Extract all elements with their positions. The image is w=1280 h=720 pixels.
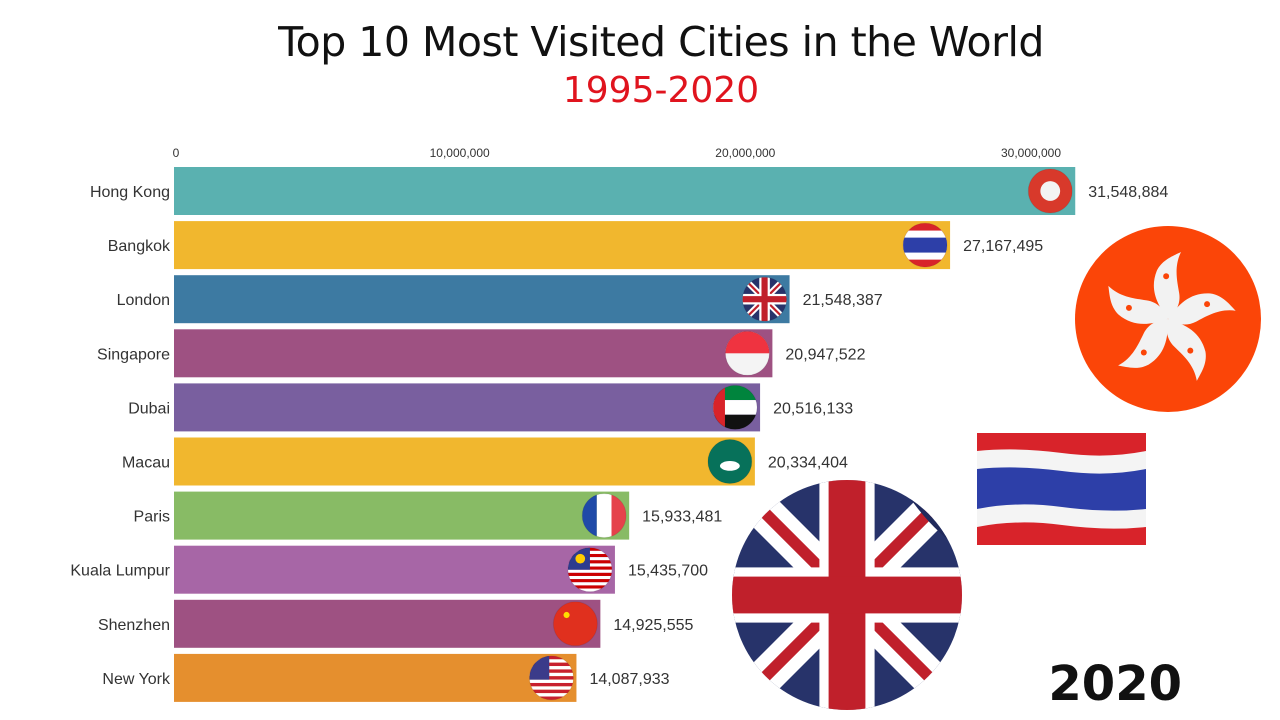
china-flag-icon <box>552 601 598 647</box>
category-label: Kuala Lumpur <box>70 563 170 580</box>
x-tick-label: 0 <box>173 146 180 160</box>
hong-kong-flag-icon <box>1027 168 1073 214</box>
value-label: 31,548,884 <box>1088 184 1168 201</box>
bar-row: Bangkok 27,167,495 <box>108 221 1043 270</box>
bar <box>174 545 615 594</box>
value-label: 20,334,404 <box>768 455 848 472</box>
uae-flag-icon <box>712 384 758 430</box>
hong-kong-flag-icon <box>1075 226 1261 412</box>
bar <box>174 653 577 702</box>
x-tick-label: 30,000,000 <box>1001 146 1061 160</box>
bar <box>174 383 761 432</box>
uk-flag-sticker-icon <box>732 480 962 710</box>
chart-subtitle: 1995-2020 <box>562 70 760 111</box>
bar <box>174 167 1076 215</box>
bar-row: Shenzhen 14,925,555 <box>98 599 694 648</box>
bar <box>174 599 601 648</box>
value-label: 14,925,555 <box>613 617 693 634</box>
bar-row: New York 14,087,933 <box>102 653 670 702</box>
bar <box>174 275 790 324</box>
usa-flag-icon <box>528 655 574 701</box>
x-tick-label: 20,000,000 <box>715 146 775 160</box>
value-label: 15,435,700 <box>628 563 708 580</box>
value-label: 20,947,522 <box>785 346 865 363</box>
category-label: Shenzhen <box>98 617 170 634</box>
category-label: Paris <box>134 509 170 526</box>
value-label: 27,167,495 <box>963 238 1043 255</box>
bar <box>174 491 630 540</box>
x-tick-label: 10,000,000 <box>430 146 490 160</box>
bar <box>174 329 773 378</box>
bar <box>174 437 755 486</box>
category-label: Dubai <box>128 400 170 417</box>
value-label: 14,087,933 <box>589 671 669 688</box>
category-label: Macau <box>122 455 170 472</box>
bar-row: Macau 20,334,404 <box>122 437 848 486</box>
value-label: 15,933,481 <box>642 509 722 526</box>
bar-row: Dubai 20,516,133 <box>128 383 853 432</box>
category-label: London <box>117 292 170 309</box>
category-label: Singapore <box>97 346 170 363</box>
year-label: 2020 <box>1048 656 1182 712</box>
value-label: 20,516,133 <box>773 400 853 417</box>
category-label: Bangkok <box>108 238 171 255</box>
macau-flag-icon <box>707 439 753 484</box>
thailand-flag-icon <box>977 433 1146 545</box>
bar-row: Singapore 20,947,522 <box>97 329 866 378</box>
value-label: 21,548,387 <box>803 292 883 309</box>
bar-row: Paris 15,933,481 <box>134 491 722 540</box>
bar-row: Hong Kong 31,548,884 <box>90 167 1168 215</box>
chart-title: Top 10 Most Visited Cities in the World <box>278 18 1044 66</box>
bar-row: London 21,548,387 <box>117 275 883 324</box>
malaysia-flag-icon <box>567 547 613 593</box>
singapore-flag-icon <box>724 330 770 376</box>
category-label: New York <box>102 671 171 688</box>
uk-flag-icon <box>742 276 788 322</box>
france-flag-icon <box>581 493 627 539</box>
bar <box>174 221 951 270</box>
category-label: Hong Kong <box>90 184 170 201</box>
bar-row: Kuala Lumpur 15,435,700 <box>70 545 708 594</box>
thailand-flag-icon <box>902 222 948 268</box>
